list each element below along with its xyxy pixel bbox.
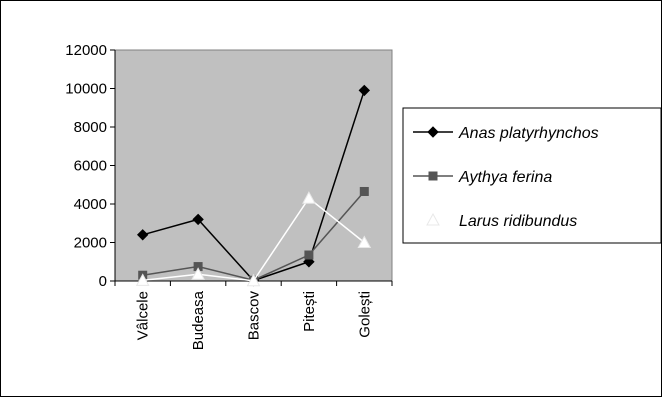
y-tick-label: 8000 [74, 119, 107, 136]
x-tick-label: Bascov [246, 291, 263, 341]
data-point [135, 273, 150, 286]
y-tick-label: 2000 [74, 235, 107, 252]
data-point [246, 273, 261, 287]
legend: Anas platyrhynchos Aythya ferina Larus rid… [402, 107, 662, 244]
data-point [358, 84, 371, 97]
legend-item: Larus ridibundus [413, 212, 577, 230]
y-axis: 0 2000 4000 6000 8000 10000 12000 [65, 42, 116, 290]
plot-area [114, 49, 393, 282]
x-tick-label: Budeasa [190, 290, 207, 350]
legend-item: Aythya ferina [413, 169, 552, 186]
legend-label: Aythya ferina [458, 169, 552, 186]
legend-label: Larus ridibundus [459, 213, 577, 230]
x-tick-label: Pitești [301, 291, 318, 332]
y-tick-label: 10000 [65, 81, 107, 98]
series-3 [135, 191, 372, 287]
y-tick-label: 6000 [74, 158, 107, 175]
legend-label: Anas platyrhynchos [458, 125, 599, 142]
data-point [357, 235, 372, 248]
data-point [359, 186, 369, 196]
y-tick-label: 4000 [74, 196, 107, 213]
data-point [302, 191, 316, 204]
y-tick-label: 0 [99, 273, 107, 290]
data-point [192, 213, 204, 226]
data-point [426, 212, 440, 226]
legend-item: Anas platyrhynchos [413, 125, 599, 142]
data-point [304, 250, 314, 260]
y-tick-label: 12000 [65, 42, 107, 59]
data-point [427, 126, 439, 138]
x-axis: Vâlcele Budeasa Bascov Pitești Golești [114, 280, 393, 350]
data-point [136, 229, 149, 241]
x-tick-label: Vâlcele [135, 291, 152, 340]
x-tick-label: Golești [356, 291, 373, 338]
data-point [428, 171, 438, 181]
data-point [191, 267, 205, 280]
series-layer [135, 84, 372, 287]
